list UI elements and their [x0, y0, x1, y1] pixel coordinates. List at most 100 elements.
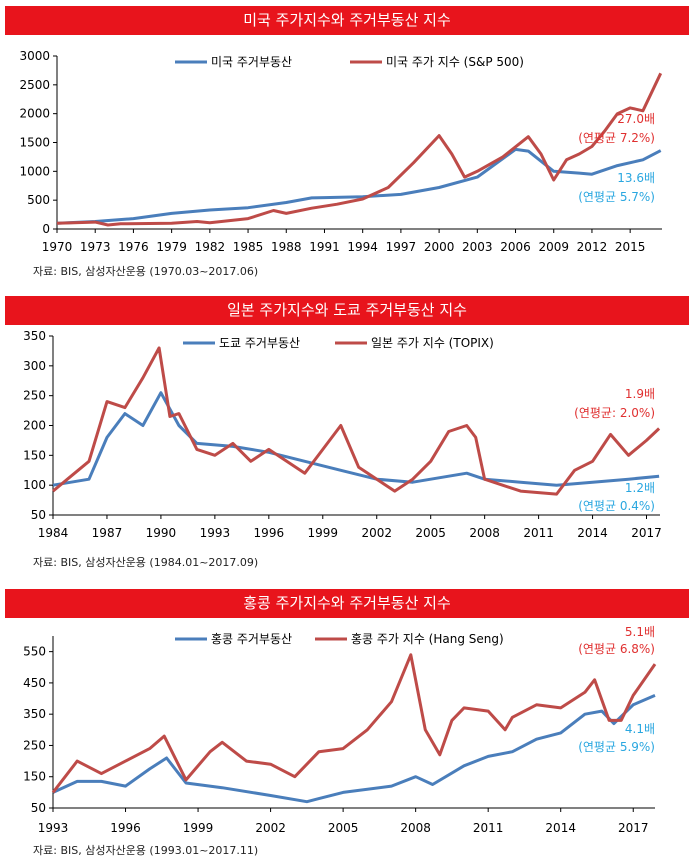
hk-x-tick-label: 1993 — [38, 821, 69, 835]
us-axes: 0 500 1000 1500 2000 2500 3000 1970 1973 1976 1979… — [19, 49, 662, 254]
japan-annotation-0: 1.9배 — [625, 387, 655, 401]
hk-annotation-1: (연평균 6.8%) — [578, 642, 655, 656]
us-x-tick-label: 1991 — [309, 240, 340, 254]
hk-annotation-3: (연평균 5.9%) — [578, 740, 655, 754]
hk-legend-label-1: 홍콩 주가 지수 (Hang Seng) — [351, 632, 504, 646]
us-chart-svg: 0 500 1000 1500 2000 2500 3000 1970 1973 1976 1979… — [19, 49, 663, 254]
japan-x-tick-label: 2002 — [361, 526, 392, 540]
us-legend-label-1: 미국 주가 지수 (S&P 500) — [386, 55, 524, 69]
us-x-tick-label: 1973 — [80, 240, 111, 254]
japan-x-tick-label: 2014 — [577, 526, 608, 540]
japan-x-tick-label: 2017 — [631, 526, 662, 540]
hk-series-line-1 — [51, 653, 657, 794]
us-annotation-3: (연평균 5.7%) — [578, 190, 655, 204]
japan-series-line-1 — [52, 346, 661, 496]
hk-chart-title: 홍콩 주가지수와 주거부동산 지수 — [5, 589, 689, 618]
us-annotation-0: 27.0배 — [617, 112, 655, 126]
hk-y-tick-label: 550 — [23, 645, 46, 659]
us-legend-entry-1: 미국 주가 지수 (S&P 500) — [350, 55, 524, 69]
us-y-tick-label: 2000 — [19, 107, 50, 121]
us-x-tick-label: 2003 — [462, 240, 493, 254]
us-annotation-2: 13.6배 — [617, 171, 655, 185]
hk-y-tick-label: 250 — [23, 738, 46, 752]
us-x-tick-label: 1982 — [195, 240, 226, 254]
japan-y-tick-label: 250 — [23, 389, 46, 403]
us-series-line-0 — [56, 147, 662, 225]
japan-y-tick-label: 350 — [23, 329, 46, 343]
japan-legend-entry-1: 일본 주가 지수 (TOPIX) — [335, 336, 494, 350]
hk-y-tick-label: 50 — [31, 801, 46, 815]
us-chart-title: 미국 주가지수와 주거부동산 지수 — [5, 6, 689, 35]
hk-x-tick-label: 2017 — [618, 821, 649, 835]
hk-x-tick-label: 2002 — [255, 821, 286, 835]
hk-legend-entry-1: 홍콩 주가 지수 (Hang Seng) — [315, 632, 504, 646]
japan-legend-entry-0: 도쿄 주거부동산 — [183, 336, 300, 350]
us-x-tick-label: 2009 — [538, 240, 569, 254]
us-x-tick-label: 1979 — [156, 240, 187, 254]
us-x-tick-label: 1970 — [42, 240, 73, 254]
japan-chart-source: 자료: BIS, 삼성자산운용 (1984.01~2017.09) — [33, 556, 259, 569]
hk-x-tick-label: 1996 — [110, 821, 141, 835]
us-x-tick-label: 1994 — [347, 240, 378, 254]
hk-x-tick-label: 2008 — [400, 821, 431, 835]
us-x-tick-label: 1985 — [233, 240, 264, 254]
japan-y-tick-label: 50 — [31, 508, 46, 522]
hk-chart-svg: 50 150 250 350 450 550 1993 1996 1999 2002 2005 200… — [23, 625, 657, 835]
japan-y-tick-label: 200 — [23, 419, 46, 433]
us-y-tick-label: 500 — [27, 193, 50, 207]
hk-annotation-2: 4.1배 — [625, 722, 655, 736]
japan-x-tick-label: 1987 — [92, 526, 123, 540]
japan-x-tick-label: 2011 — [523, 526, 554, 540]
us-y-tick-label: 2500 — [19, 78, 50, 92]
japan-x-tick-label: 2008 — [469, 526, 500, 540]
japan-y-tick-label: 100 — [23, 478, 46, 492]
us-y-tick-label: 1000 — [19, 164, 50, 178]
us-x-tick-label: 2000 — [424, 240, 455, 254]
japan-series-line-0 — [52, 391, 660, 487]
japan-x-tick-label: 1999 — [308, 526, 339, 540]
japan-x-tick-label: 1993 — [200, 526, 231, 540]
hk-chart-panel: 홍콩 주가지수와 주거부동산 지수 50 150 250 350 450 550 1993 1… — [5, 589, 689, 861]
japan-y-tick-label: 300 — [23, 359, 46, 373]
us-series-line-1 — [56, 72, 663, 227]
us-x-tick-label: 2015 — [615, 240, 646, 254]
hk-y-tick-label: 350 — [23, 707, 46, 721]
hk-series-line-0 — [52, 694, 656, 804]
japan-chart-panel: 일본 주가지수와 도쿄 주거부동산 지수 50 100 150 200 250 300 35… — [5, 296, 689, 576]
us-annotation-1: (연평균 7.2%) — [578, 131, 655, 145]
hk-chart-source: 자료: BIS, 삼성자산운용 (1993.01~2017.11) — [33, 844, 259, 857]
us-x-tick-label: 1976 — [118, 240, 149, 254]
us-chart-panel: 미국 주가지수와 주거부동산 지수 0 500 1000 1500 2000 2500 30… — [5, 6, 689, 286]
japan-x-tick-label: 1990 — [146, 526, 177, 540]
japan-chart-title: 일본 주가지수와 도쿄 주거부동산 지수 — [5, 296, 689, 325]
japan-x-tick-label: 2005 — [415, 526, 446, 540]
japan-axes: 50 100 150 200 250 300 350 1984 1987 1990 1993 1996… — [23, 329, 662, 540]
japan-annotation-3: (연평균 0.4%) — [578, 499, 655, 513]
japan-x-tick-label: 1984 — [38, 526, 69, 540]
us-legend-entry-0: 미국 주거부동산 — [175, 55, 292, 69]
hk-axes: 50 150 250 350 450 550 1993 1996 1999 2002 2005 200… — [23, 636, 655, 835]
japan-chart-svg: 50 100 150 200 250 300 350 1984 1987 1990 1993 1996… — [23, 329, 662, 540]
us-y-tick-label: 3000 — [19, 49, 50, 63]
us-x-tick-label: 2012 — [577, 240, 608, 254]
us-x-tick-label: 2006 — [500, 240, 531, 254]
japan-annotation-1: (연평균: 2.0%) — [574, 406, 655, 420]
japan-y-tick-label: 150 — [23, 448, 46, 462]
japan-x-tick-label: 1996 — [254, 526, 285, 540]
us-y-tick-label: 1500 — [19, 136, 50, 150]
hk-y-tick-label: 150 — [23, 770, 46, 784]
hk-legend-entry-0: 홍콩 주거부동산 — [175, 632, 292, 646]
us-x-tick-label: 1988 — [271, 240, 302, 254]
us-x-tick-label: 1997 — [386, 240, 417, 254]
us-chart-source: 자료: BIS, 삼성자산운용 (1970.03~2017.06) — [33, 265, 259, 278]
hk-annotation-0: 5.1배 — [625, 625, 655, 639]
japan-annotation-2: 1.2배 — [625, 481, 655, 495]
japan-legend-label-0: 도쿄 주거부동산 — [219, 336, 300, 350]
hk-legend-label-0: 홍콩 주거부동산 — [211, 632, 292, 646]
hk-x-tick-label: 2011 — [473, 821, 504, 835]
us-legend-label-0: 미국 주거부동산 — [211, 55, 292, 69]
hk-x-tick-label: 1999 — [183, 821, 214, 835]
hk-y-tick-label: 450 — [23, 676, 46, 690]
hk-x-tick-label: 2014 — [545, 821, 576, 835]
japan-legend-label-1: 일본 주가 지수 (TOPIX) — [371, 336, 494, 350]
